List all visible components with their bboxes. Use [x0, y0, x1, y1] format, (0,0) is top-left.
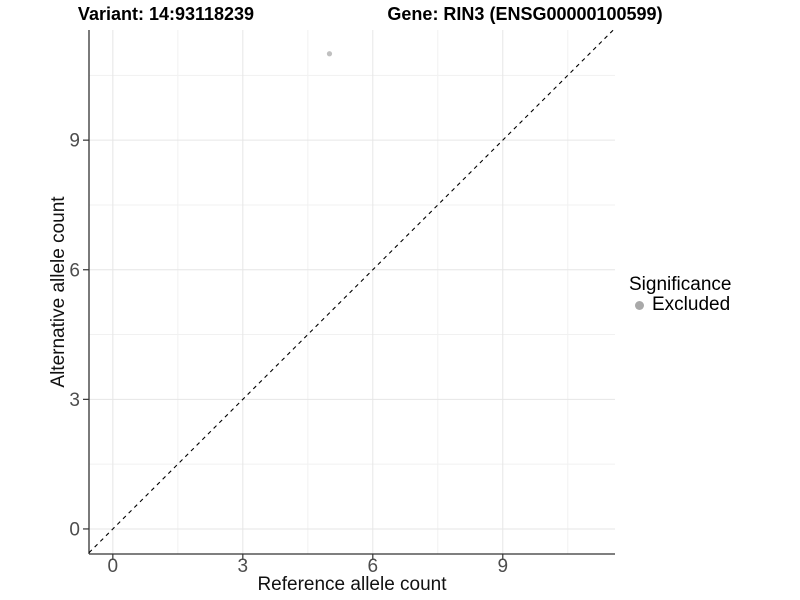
x-tick-label: 9 — [497, 556, 508, 577]
x-axis-title: Reference allele count — [257, 574, 447, 595]
legend-key — [629, 300, 650, 310]
data-point — [326, 51, 333, 57]
excluded-point-icon — [635, 300, 644, 310]
y-tick-label: 3 — [69, 390, 80, 411]
legend: Significance Excluded — [629, 274, 731, 315]
identity-line — [88, 29, 614, 554]
x-tick-label: 3 — [238, 556, 249, 577]
y-tick-label: 9 — [69, 131, 80, 152]
y-axis-title: Alternative allele count — [48, 196, 69, 388]
plot-title-variant: Variant: 14:93118239 — [77, 4, 255, 24]
x-tick-label: 6 — [368, 556, 379, 577]
y-tick-label: 6 — [69, 260, 80, 281]
plot-title-gene: Gene: RIN3 (ENSG00000100599) — [387, 4, 663, 24]
legend-title: Significance — [629, 274, 732, 295]
x-tick-label: 0 — [108, 556, 119, 577]
y-tick-label: 0 — [69, 519, 80, 540]
legend-item-label: Excluded — [652, 294, 731, 315]
legend-item-excluded: Excluded — [629, 295, 731, 315]
